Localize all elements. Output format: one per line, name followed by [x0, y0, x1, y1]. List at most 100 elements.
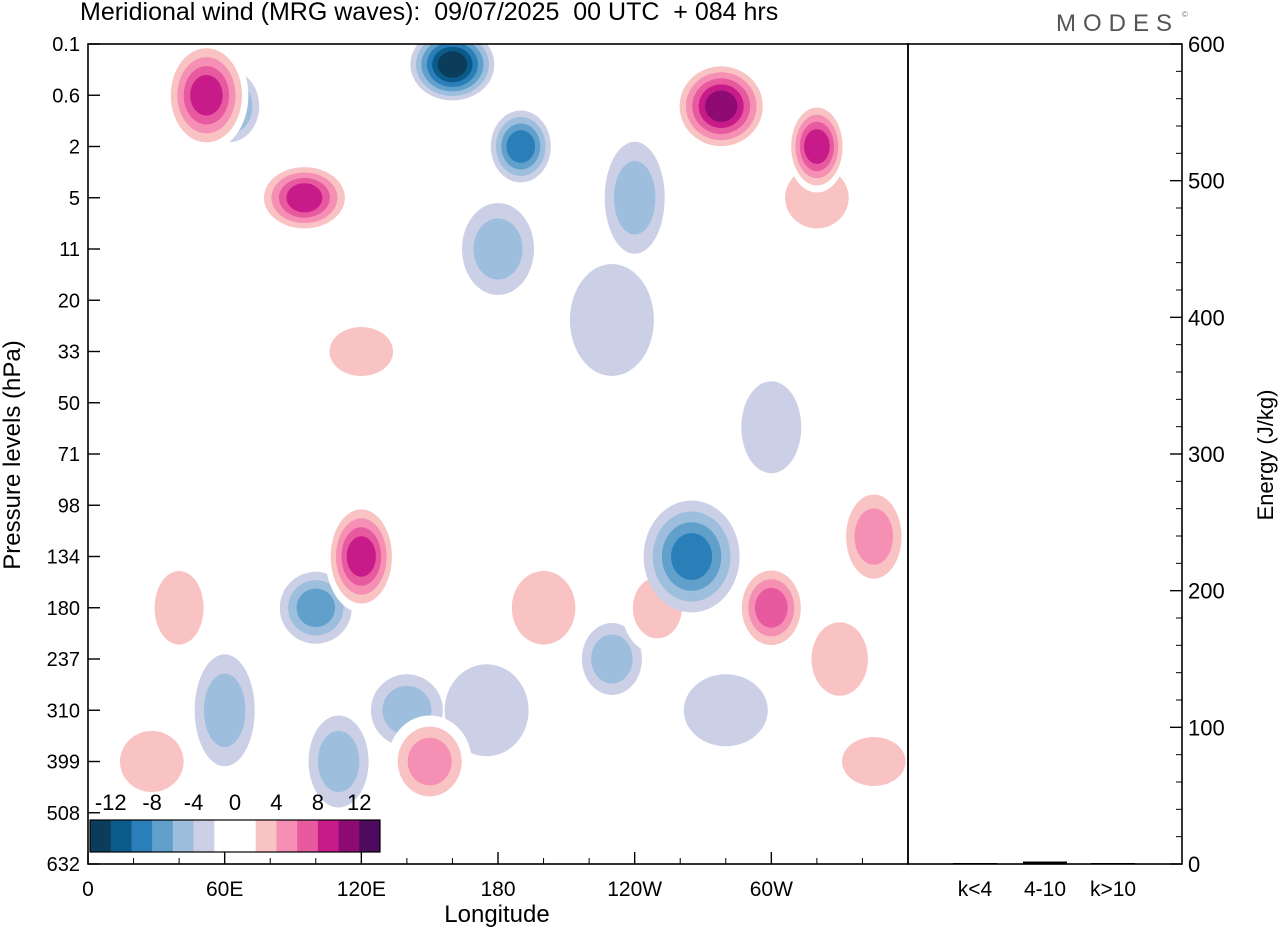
energy-tick-label: 0 [1188, 852, 1200, 877]
contour-band [804, 129, 830, 164]
colorbar-swatch [297, 820, 319, 852]
y-tick-label: 71 [58, 444, 80, 466]
y-tick-label: 98 [58, 495, 80, 517]
colorbar-swatch [193, 820, 215, 852]
heatmap-feature [325, 500, 398, 613]
colorbar-swatch [90, 820, 112, 852]
energy-tick-label: 300 [1188, 442, 1225, 467]
energy-bars: k<4 4-10 k>10 [953, 861, 1136, 901]
energy-panel-frame [907, 43, 1183, 865]
contour-band [444, 664, 529, 757]
colorbar-tick-label: -8 [142, 790, 162, 815]
contour-band [854, 508, 894, 565]
colorbar-swatch [317, 820, 339, 852]
contour-band [754, 587, 788, 628]
heatmap-feature [786, 100, 847, 193]
colorbar-swatch [214, 820, 236, 852]
contour-band [296, 588, 336, 628]
colorbar-swatch [359, 820, 381, 852]
x-tick-label: 60E [206, 878, 243, 901]
heatmap-feature [569, 264, 654, 376]
contour-band [591, 634, 633, 684]
heatmap-feature [643, 500, 740, 613]
colorbar-tick-label: 0 [229, 790, 241, 815]
contour-band [91, 391, 176, 464]
colorbar-swatch [338, 820, 360, 852]
chart-title: Meridional wind (MRG waves): 09/07/2025 … [80, 0, 779, 26]
energy-axis: 0 100 200 300 400 500 600 [1170, 32, 1225, 877]
colorbar-swatch [131, 820, 153, 852]
energy-category-label: 4-10 [1024, 878, 1066, 901]
contour-band [506, 130, 536, 163]
energy-bar [1023, 861, 1067, 864]
heatmap-feature [490, 110, 551, 183]
contour-band [671, 533, 713, 580]
colorbar-tick-label: 12 [347, 790, 371, 815]
y-tick-label: 5 [69, 188, 80, 210]
x-axis-label: Longitude [444, 901, 549, 928]
colorbar-swatch [110, 820, 132, 852]
heatmap-feature [797, 603, 882, 715]
heatmap-area [91, 44, 908, 808]
contour-band [741, 381, 802, 474]
heatmap-feature [194, 654, 255, 767]
energy-tick-label: 600 [1188, 32, 1225, 57]
contour-band [569, 264, 654, 376]
contour-band [190, 75, 223, 116]
contour-band [203, 673, 246, 748]
y-tick-label: 399 [47, 752, 80, 774]
energy-bar [1091, 863, 1135, 864]
x-tick-label: 120W [607, 878, 662, 901]
colorbar-swatch [172, 820, 194, 852]
heatmap-feature [387, 715, 472, 808]
energy-category-label: k<4 [958, 878, 993, 901]
colorbar-tick-label: -12 [95, 790, 127, 815]
y-tick-label: 33 [58, 342, 80, 364]
y-tick-label: 180 [47, 598, 80, 620]
contour-band [842, 737, 906, 786]
colorbar-legend: -12 -8 -4 0 4 8 12 [89, 790, 381, 853]
energy-tick-label: 400 [1188, 305, 1225, 330]
energy-category-label: k>10 [1090, 878, 1136, 901]
heatmap-feature [825, 725, 908, 798]
heatmap-feature [410, 44, 495, 101]
x-tick-label: 120E [337, 878, 386, 901]
logo-registered-mark: © [1182, 10, 1188, 19]
y-tick-label: 508 [47, 803, 80, 825]
contour-band [407, 737, 452, 786]
heatmap-feature [673, 60, 770, 153]
y-tick-label: 0.6 [52, 85, 80, 107]
x-tick-label: 0 [82, 878, 94, 901]
contour-band [329, 327, 394, 376]
heatmap-feature [143, 551, 216, 664]
colorbar-tick-label: -4 [184, 790, 204, 815]
heatmap-feature [103, 715, 200, 808]
modes-logo: MODES [1056, 10, 1180, 37]
y-tick-label: 632 [47, 854, 80, 876]
heatmap-feature [837, 480, 908, 593]
heatmap-feature [495, 551, 592, 664]
heatmap-feature [308, 715, 369, 808]
x-tick-label: 60W [750, 878, 793, 901]
colorbar-swatch [235, 820, 257, 852]
heatmap-feature [256, 161, 353, 234]
contour-band [120, 730, 184, 793]
y-tick-label: 20 [58, 290, 80, 312]
y-tick-label: 237 [47, 649, 80, 671]
y-tick-label: 0.1 [52, 34, 80, 56]
heatmap-feature [164, 44, 249, 152]
energy-tick-label: 100 [1188, 715, 1225, 740]
contour-band [511, 571, 576, 645]
heatmap-feature [462, 203, 534, 295]
heatmap-feature [741, 381, 802, 474]
y-tick-label: 134 [47, 547, 80, 569]
heatmap-feature [444, 664, 529, 757]
y-tick-label: 310 [47, 700, 80, 722]
heatmap-feature [581, 623, 642, 695]
contour-band [811, 622, 868, 696]
colorbar-swatch [255, 820, 277, 852]
contour-band [683, 674, 768, 747]
contour-band [437, 51, 468, 78]
y-tick-label: 11 [59, 239, 80, 261]
